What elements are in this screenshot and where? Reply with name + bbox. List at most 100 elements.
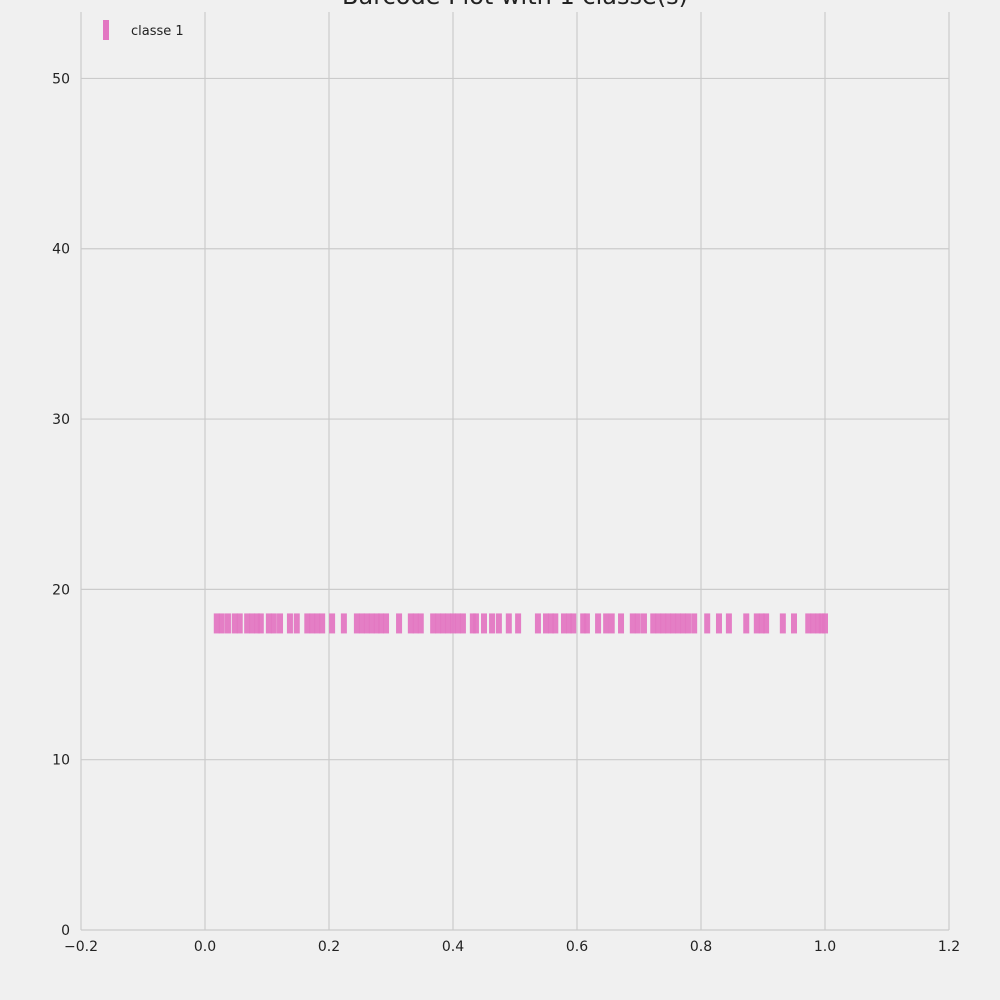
barcode-mark — [655, 613, 662, 634]
barcode-mark — [691, 613, 698, 634]
barcode-mark — [583, 613, 590, 634]
barcode-mark — [505, 613, 512, 634]
barcode-mark — [309, 613, 316, 634]
barcode-mark — [660, 613, 667, 634]
barcode-mark — [603, 613, 610, 634]
y-tick-label: 0 — [61, 923, 70, 939]
legend-label: classe 1 — [131, 24, 184, 39]
barcode-mark — [445, 613, 452, 634]
barcode-mark — [454, 613, 461, 634]
barcode-mark — [213, 613, 220, 634]
y-tick-label: 20 — [52, 582, 70, 598]
barcode-mark — [383, 613, 390, 634]
barcode-mark — [396, 613, 403, 634]
x-tick-label: 0.4 — [442, 939, 464, 955]
barcode-mark — [618, 613, 625, 634]
barcode-mark — [450, 613, 456, 634]
barcode-mark — [680, 613, 687, 634]
barcode-mark — [224, 613, 231, 634]
barcode-mark — [417, 613, 424, 634]
barcode-mark — [634, 613, 641, 634]
barcode-mark — [244, 613, 251, 634]
barcode-mark — [270, 613, 277, 634]
x-tick-label: 1.2 — [938, 939, 960, 955]
barcode-mark — [629, 613, 636, 634]
barcode-mark — [547, 613, 554, 634]
barcode-mark — [534, 613, 541, 634]
barcode-mark — [580, 613, 587, 634]
barcode-mark — [293, 613, 300, 634]
barcode-mark — [304, 613, 311, 634]
barcode-mark — [570, 613, 577, 634]
barcode-mark — [358, 613, 365, 634]
barcode-mark — [725, 613, 732, 634]
x-tick-label: 0.2 — [318, 939, 340, 955]
barcode-mark — [430, 613, 437, 634]
y-tick-label: 30 — [52, 412, 70, 428]
x-tick-label: 0.0 — [194, 939, 216, 955]
barcode-mark — [608, 613, 615, 634]
legend-marker — [103, 20, 109, 40]
barcode-mark — [640, 613, 647, 634]
barcode-mark — [715, 613, 722, 634]
barcode-mark — [670, 613, 677, 634]
barcode-mark — [412, 613, 419, 634]
barcode-mark — [407, 613, 414, 634]
barcode-mark — [481, 613, 487, 634]
barcode-mark — [560, 613, 567, 634]
barcode-mark — [489, 613, 496, 634]
barcode-mark — [743, 613, 750, 634]
chart-title: Barcode Plot with 1 classe(s) — [342, 0, 688, 10]
barcode-mark — [440, 613, 447, 634]
barcode-mark — [822, 613, 828, 634]
barcode-mark — [753, 613, 760, 634]
x-tick-label: −0.2 — [64, 939, 98, 955]
barcode-mark — [378, 613, 385, 634]
barcode-mark — [368, 613, 375, 634]
barcode-mark — [314, 613, 321, 634]
barcode-mark — [353, 613, 360, 634]
barcode-mark — [684, 613, 691, 634]
barcode-mark — [650, 613, 657, 634]
y-tick-label: 50 — [52, 71, 70, 87]
barcode-mark — [469, 613, 476, 634]
barcode-mark — [779, 613, 786, 634]
barcode-mark — [254, 613, 261, 634]
barcode-mark — [236, 613, 243, 634]
barcode-mark — [810, 613, 817, 634]
barcode-mark — [791, 613, 797, 634]
barcode-mark — [373, 613, 380, 634]
x-tick-label: 0.8 — [690, 939, 712, 955]
barcode-mark — [704, 613, 711, 634]
barcode-mark — [340, 613, 347, 634]
barcode-mark — [363, 613, 370, 634]
barcode-mark — [218, 613, 225, 634]
y-tick-label: 40 — [52, 242, 70, 258]
barcode-mark — [495, 613, 502, 634]
x-tick-label: 0.6 — [566, 939, 588, 955]
barcode-mark — [265, 613, 272, 634]
barcode-mark — [257, 613, 264, 634]
barcode-mark — [231, 613, 238, 634]
barcode-mark — [763, 613, 770, 634]
barcode-mark — [472, 613, 479, 634]
barcode-mark — [552, 613, 559, 634]
barcode-mark — [515, 613, 522, 634]
barcode-mark — [675, 613, 682, 634]
barcode-mark — [277, 613, 284, 634]
barcode-mark — [805, 613, 812, 634]
barcode-mark — [329, 613, 336, 634]
barcode-mark — [459, 613, 466, 634]
barcode-mark — [286, 613, 293, 634]
barcode-mark — [815, 613, 822, 634]
barcode-mark — [249, 613, 256, 634]
barcode-mark — [665, 613, 672, 634]
y-tick-label: 10 — [52, 753, 70, 769]
barcode-mark — [758, 613, 765, 634]
barcode-mark — [565, 613, 572, 634]
barcode-mark — [435, 613, 442, 634]
barcode-mark — [595, 613, 602, 634]
barcode-mark — [319, 613, 326, 634]
